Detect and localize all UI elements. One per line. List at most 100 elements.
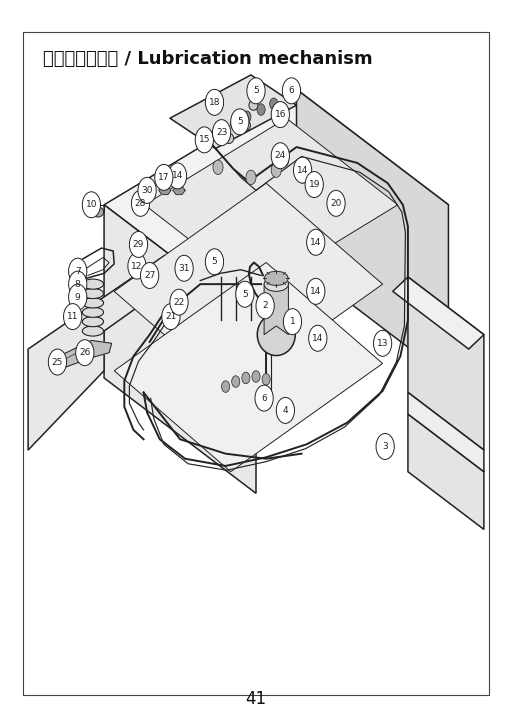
Circle shape xyxy=(376,433,394,459)
Text: 24: 24 xyxy=(274,151,286,160)
Text: 15: 15 xyxy=(199,135,210,145)
Polygon shape xyxy=(173,186,185,195)
Text: 12: 12 xyxy=(131,262,143,270)
Text: 28: 28 xyxy=(135,199,146,208)
Text: 13: 13 xyxy=(377,339,389,348)
Ellipse shape xyxy=(82,279,103,289)
Polygon shape xyxy=(408,393,484,472)
Circle shape xyxy=(373,330,392,356)
Ellipse shape xyxy=(225,133,233,143)
Circle shape xyxy=(130,231,147,257)
Circle shape xyxy=(69,284,87,310)
Circle shape xyxy=(293,157,312,183)
Text: 25: 25 xyxy=(52,358,63,366)
Circle shape xyxy=(155,164,173,190)
Polygon shape xyxy=(296,89,449,378)
Circle shape xyxy=(175,255,193,281)
Circle shape xyxy=(255,385,273,411)
Ellipse shape xyxy=(249,100,258,111)
Text: 6: 6 xyxy=(261,393,267,403)
Circle shape xyxy=(82,192,100,218)
Circle shape xyxy=(231,119,239,129)
Circle shape xyxy=(69,258,87,284)
Circle shape xyxy=(297,169,308,183)
Ellipse shape xyxy=(82,316,103,326)
Polygon shape xyxy=(56,340,112,368)
Circle shape xyxy=(48,349,67,375)
Circle shape xyxy=(168,163,186,189)
Ellipse shape xyxy=(82,289,103,299)
Polygon shape xyxy=(408,277,484,450)
Circle shape xyxy=(132,190,150,217)
Text: 5: 5 xyxy=(242,290,248,299)
Polygon shape xyxy=(264,271,288,286)
Polygon shape xyxy=(114,262,382,472)
Text: 2: 2 xyxy=(262,301,268,310)
Ellipse shape xyxy=(82,298,103,308)
Ellipse shape xyxy=(82,308,103,317)
Text: 14: 14 xyxy=(310,287,322,296)
FancyBboxPatch shape xyxy=(310,240,322,253)
Polygon shape xyxy=(104,205,256,494)
Text: 20: 20 xyxy=(330,199,342,208)
Circle shape xyxy=(231,109,249,134)
Text: 31: 31 xyxy=(178,264,190,273)
Text: 14: 14 xyxy=(172,172,183,180)
Text: 4: 4 xyxy=(283,406,288,415)
Text: 十六、润滑部件 / Lubrication mechanism: 十六、润滑部件 / Lubrication mechanism xyxy=(44,49,373,68)
Circle shape xyxy=(271,102,289,127)
Ellipse shape xyxy=(264,277,288,292)
Text: 26: 26 xyxy=(79,348,91,357)
Text: 14: 14 xyxy=(310,238,322,246)
Ellipse shape xyxy=(93,207,103,217)
Circle shape xyxy=(271,163,281,177)
Polygon shape xyxy=(144,119,398,292)
FancyBboxPatch shape xyxy=(311,334,323,347)
Text: 11: 11 xyxy=(67,312,78,321)
Polygon shape xyxy=(170,75,296,148)
Text: 3: 3 xyxy=(382,442,388,451)
Circle shape xyxy=(76,340,94,366)
Circle shape xyxy=(232,376,240,387)
Text: 5: 5 xyxy=(237,117,243,126)
FancyBboxPatch shape xyxy=(311,286,323,300)
Polygon shape xyxy=(393,277,484,349)
Circle shape xyxy=(307,229,325,255)
Circle shape xyxy=(247,78,265,104)
Text: 22: 22 xyxy=(174,297,185,307)
Ellipse shape xyxy=(280,156,288,166)
Circle shape xyxy=(271,142,289,169)
Circle shape xyxy=(213,160,223,174)
Text: 16: 16 xyxy=(274,110,286,119)
Circle shape xyxy=(140,262,159,289)
Circle shape xyxy=(162,304,180,329)
Circle shape xyxy=(128,253,146,279)
Text: 9: 9 xyxy=(75,293,80,302)
Text: 5: 5 xyxy=(253,87,259,95)
Polygon shape xyxy=(408,414,484,529)
Circle shape xyxy=(257,104,265,116)
Circle shape xyxy=(256,293,274,318)
Circle shape xyxy=(327,190,345,217)
Circle shape xyxy=(205,89,224,116)
Text: 1: 1 xyxy=(290,317,295,326)
Ellipse shape xyxy=(82,326,103,336)
Text: 10: 10 xyxy=(86,200,97,209)
Text: 14: 14 xyxy=(312,334,324,342)
Text: 29: 29 xyxy=(133,240,144,249)
Text: 14: 14 xyxy=(297,166,308,174)
Circle shape xyxy=(282,78,301,104)
Circle shape xyxy=(242,372,250,384)
Circle shape xyxy=(305,172,324,198)
Circle shape xyxy=(205,249,224,275)
Circle shape xyxy=(309,325,327,351)
Text: 17: 17 xyxy=(158,173,169,182)
Text: 21: 21 xyxy=(165,312,177,321)
Circle shape xyxy=(138,177,156,204)
Text: 23: 23 xyxy=(216,128,227,137)
Circle shape xyxy=(63,304,82,329)
Polygon shape xyxy=(104,89,449,320)
Circle shape xyxy=(212,120,231,145)
Polygon shape xyxy=(114,183,382,393)
Text: 18: 18 xyxy=(209,98,220,107)
